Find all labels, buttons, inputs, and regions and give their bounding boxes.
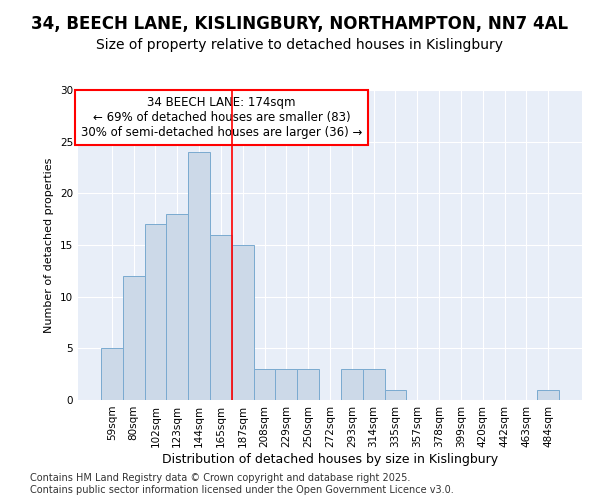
Bar <box>363 369 385 400</box>
Bar <box>297 369 319 400</box>
Text: Contains HM Land Registry data © Crown copyright and database right 2025.
Contai: Contains HM Land Registry data © Crown c… <box>30 474 454 495</box>
Bar <box>385 390 406 400</box>
Bar <box>341 369 363 400</box>
Bar <box>537 390 559 400</box>
Bar <box>145 224 166 400</box>
Bar <box>188 152 210 400</box>
Text: 34, BEECH LANE, KISLINGBURY, NORTHAMPTON, NN7 4AL: 34, BEECH LANE, KISLINGBURY, NORTHAMPTON… <box>31 15 569 33</box>
Bar <box>123 276 145 400</box>
Bar <box>232 245 254 400</box>
Bar <box>254 369 275 400</box>
Bar <box>210 234 232 400</box>
Bar <box>166 214 188 400</box>
Text: Size of property relative to detached houses in Kislingbury: Size of property relative to detached ho… <box>97 38 503 52</box>
Bar <box>101 348 123 400</box>
X-axis label: Distribution of detached houses by size in Kislingbury: Distribution of detached houses by size … <box>162 452 498 466</box>
Y-axis label: Number of detached properties: Number of detached properties <box>44 158 55 332</box>
Bar <box>275 369 297 400</box>
Text: 34 BEECH LANE: 174sqm
← 69% of detached houses are smaller (83)
30% of semi-deta: 34 BEECH LANE: 174sqm ← 69% of detached … <box>81 96 362 139</box>
